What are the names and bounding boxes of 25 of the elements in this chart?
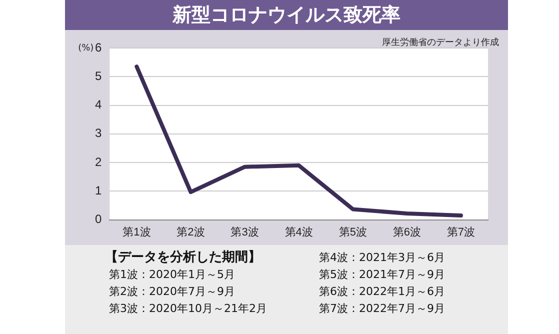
y-tick-label: 0 (94, 212, 102, 226)
text: 第6波：2022年1月～6月 (318, 284, 445, 300)
x-tick-label: 第3波 (230, 225, 259, 238)
x-tick-label: 第2波 (176, 225, 205, 238)
text: 第7波：2022年7月～9月 (318, 301, 445, 317)
y-tick-label: 3 (94, 126, 102, 140)
chart-title: 新型コロナウイルス致死率 (65, 0, 508, 30)
text: 第5波：2021年7月～9月 (318, 267, 445, 283)
y-tick-label: 6 (94, 40, 102, 54)
x-tick-label: 第7波 (446, 225, 476, 238)
text: 第3波：2020年10月～21年2月 (108, 301, 267, 317)
annotation: 厚生労働省のデータより作成 (382, 36, 499, 49)
x-tick-label: 第4波 (284, 225, 313, 238)
y-axis-title: (%) (78, 43, 94, 54)
text: 第2波：2020年7月～9月 (108, 284, 236, 300)
x-tick-label: 第6波 (392, 225, 421, 238)
y-tick-label: 5 (94, 68, 102, 83)
y-tick-label: 2 (94, 154, 102, 169)
text: 第1波：2020年1月～5月 (108, 267, 236, 283)
y-tick-label: 4 (94, 98, 102, 112)
x-tick-label: 第1波 (122, 225, 151, 238)
text: 【データを分析した期間】 (105, 249, 262, 266)
text: 第4波：2021年3月～6月 (318, 250, 445, 266)
x-tick-label: 第5波 (338, 225, 367, 238)
y-tick-label: 1 (94, 183, 102, 198)
